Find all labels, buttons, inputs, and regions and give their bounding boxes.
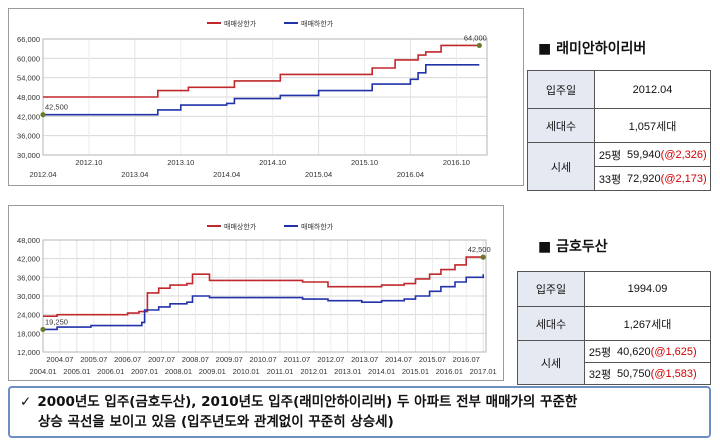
chart-raemian: 매매상한가 매매하한가 30,000 36,000 42,000 48,000 54,000… [8, 8, 524, 186]
section-title-kumho: ■ 금호두산 [538, 239, 608, 255]
chart-raemian-svg: 매매상한가 매매하한가 30,000 36,000 42,000 48,000 54,000… [17, 19, 488, 179]
info-table-raemian: 입주일 2012.04 세대수 1,057세대 시세 25평 59,940(@2… [527, 70, 711, 191]
x-tick-label: 2016.07 [453, 355, 480, 364]
x-tick-label: 2016.10 [443, 158, 470, 167]
summary-line-1: 2000년도 입주(금호두산), 2010년도 입주(래미안하이리버) 두 아파… [37, 394, 578, 410]
x-tick-label: 2008.01 [165, 367, 192, 376]
x-tick-label: 2006.01 [97, 367, 124, 376]
y-tick-label: 36,000 [17, 273, 40, 282]
size-25: 25평 [594, 142, 625, 167]
legend-entry: 매매상한가 [224, 19, 257, 28]
x-tick-label: 2012.07 [317, 355, 344, 364]
end-value-label: 42,500 [468, 245, 491, 254]
x-tick-label: 2012.04 [29, 170, 56, 179]
move-in-label: 입주일 [517, 271, 585, 307]
y-tick-label: 42,000 [17, 112, 40, 121]
y-tick-label: 54,000 [17, 74, 40, 83]
price-label: 시세 [517, 340, 585, 385]
chart-kumho-svg: 매매상한가 매매하한가 12,000 18,000 24,000 30,000 36,000… [17, 222, 497, 376]
start-point-marker [40, 326, 46, 333]
x-tick-label: 2016.01 [436, 367, 463, 376]
end-point-marker [480, 254, 486, 260]
x-tick-label: 2004.07 [46, 355, 73, 364]
x-tick-label: 2005.07 [80, 355, 107, 364]
end-point-marker [476, 42, 482, 49]
start-value-label: 19,250 [45, 317, 68, 326]
x-tick-label: 2016.04 [397, 170, 424, 179]
x-tick-label: 2005.01 [63, 367, 90, 376]
x-tick-label: 2011.01 [267, 367, 294, 376]
x-tick-label: 2013.04 [121, 170, 148, 179]
x-tick-label: 2015.07 [419, 355, 446, 364]
y-tick-label: 30,000 [17, 151, 40, 160]
x-tick-label: 2015.01 [402, 367, 429, 376]
summary-box: ✓ 2000년도 입주(금호두산), 2010년도 입주(래미안하이리버) 두 아… [8, 386, 711, 438]
x-tick-label: 2009.07 [216, 355, 243, 364]
y-tick-label: 18,000 [17, 329, 40, 338]
y-tick-label: 66,000 [17, 35, 40, 44]
start-value-label: 42,500 [45, 103, 68, 112]
start-point-marker [40, 112, 46, 118]
series-line [43, 274, 484, 331]
households-value: 1,057세대 [594, 108, 711, 143]
x-tick-label: 2015.04 [305, 170, 332, 179]
move-in-value: 1994.09 [584, 271, 711, 307]
x-tick-label: 2015.10 [351, 158, 378, 167]
y-tick-label: 30,000 [17, 292, 40, 301]
price-label: 시세 [527, 142, 595, 191]
summary-text: ✓ 2000년도 입주(금호두산), 2010년도 입주(래미안하이리버) 두 아… [20, 392, 577, 432]
y-tick-label: 60,000 [17, 54, 40, 63]
y-tick-label: 42,000 [17, 255, 40, 264]
x-tick-label: 2006.07 [114, 355, 141, 364]
size-32: 32평 [584, 362, 615, 385]
move-in-value: 2012.04 [594, 70, 711, 109]
price-row: 72,920(@2,173) [625, 166, 711, 191]
plot-area [42, 239, 487, 353]
series-line [43, 256, 484, 317]
y-tick-label: 48,000 [17, 93, 40, 102]
size-33: 33평 [594, 166, 625, 191]
y-tick-label: 24,000 [17, 311, 40, 320]
x-tick-label: 2013.10 [167, 158, 194, 167]
x-tick-label: 2007.01 [131, 367, 158, 376]
x-tick-label: 2008.07 [182, 355, 209, 364]
y-tick-label: 48,000 [17, 236, 40, 245]
move-in-label: 입주일 [527, 70, 595, 109]
x-tick-label: 2014.10 [259, 158, 286, 167]
price-row: 40,620(@1,625) [615, 340, 711, 363]
y-tick-label: 36,000 [17, 132, 40, 141]
x-tick-label: 2014.07 [385, 355, 412, 364]
x-tick-label: 2007.07 [148, 355, 175, 364]
x-tick-label: 2013.07 [351, 355, 378, 364]
x-tick-label: 2012.01 [300, 367, 327, 376]
x-tick-label: 2017.01 [470, 367, 497, 376]
x-tick-label: 2010.07 [250, 355, 277, 364]
check-icon: ✓ [20, 394, 32, 410]
x-tick-label: 2012.10 [75, 158, 102, 167]
legend-entry: 매매하한가 [301, 19, 334, 28]
section-title-raemian: ■ 래미안하이리버 [538, 41, 647, 57]
price-row: 50,750(@1,583) [615, 362, 711, 385]
price-row: 59,940(@2,326) [625, 142, 711, 167]
chart-kumho: 매매상한가 매매하한가 12,000 18,000 24,000 30,000 36,000… [8, 205, 504, 381]
x-tick-label: 2009.01 [199, 367, 226, 376]
legend-entry: 매매상한가 [224, 222, 257, 231]
summary-line-2: 상승 곡선을 보이고 있음 (입주년도와 관계없이 꾸준히 상승세) [38, 414, 394, 430]
x-tick-label: 2004.01 [29, 367, 56, 376]
y-tick-label: 12,000 [17, 348, 40, 357]
x-tick-label: 2014.01 [368, 367, 395, 376]
info-table-kumho: 입주일 1994.09 세대수 1,267세대 시세 25평 40,620(@1… [517, 271, 711, 385]
legend-entry: 매매하한가 [301, 222, 334, 231]
x-tick-label: 2011.07 [284, 355, 311, 364]
end-value-label: 64,000 [464, 33, 487, 42]
series-line [43, 44, 480, 98]
households-label: 세대수 [527, 108, 595, 143]
series-line [43, 64, 480, 116]
size-25: 25평 [584, 340, 615, 363]
x-tick-label: 2010.01 [233, 367, 260, 376]
households-value: 1,267세대 [584, 306, 711, 341]
x-tick-label: 2013.01 [334, 367, 361, 376]
households-label: 세대수 [517, 306, 585, 341]
x-tick-label: 2014.04 [213, 170, 240, 179]
